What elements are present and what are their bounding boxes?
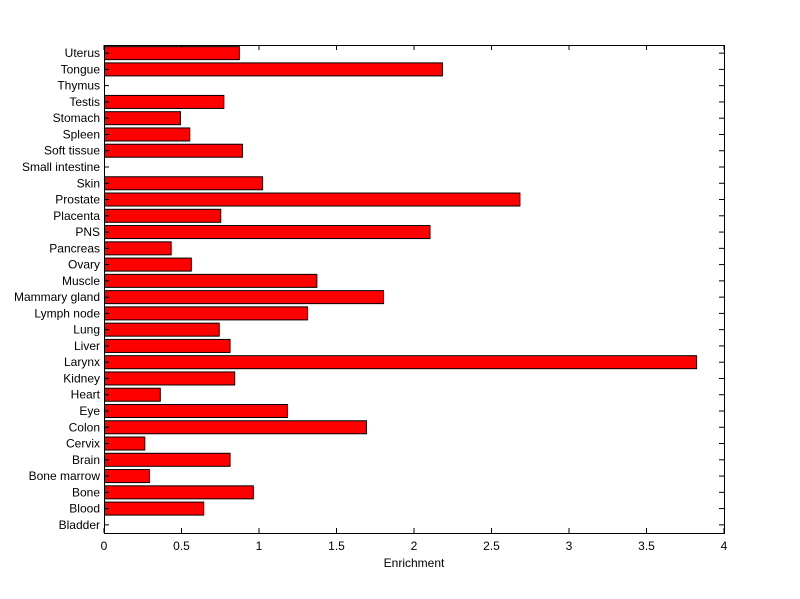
bar-pancreas: [104, 241, 172, 256]
ticks-group: Bladder Blood Bone Bone marrow Brain Cervix Co…: [14, 45, 728, 553]
y-tick-label: Colon: [69, 420, 100, 434]
bar-tongue: [104, 62, 443, 77]
y-tick-label: Thymus: [57, 79, 100, 93]
y-tick-label: Testis: [69, 95, 100, 109]
y-tick-label: Liver: [74, 339, 100, 353]
bar-mammary-gland: [104, 290, 384, 305]
bar-muscle: [104, 273, 318, 288]
bar-lung: [104, 322, 220, 337]
bar-lymph-node: [104, 306, 309, 321]
y-tick-label: Cervix: [66, 437, 100, 451]
bar-kidney: [104, 371, 236, 386]
y-tick-label: Soft tissue: [44, 144, 100, 158]
y-tick-label: Skin: [77, 176, 100, 190]
x-tick-label: 0.5: [173, 539, 190, 553]
y-tick-label: Heart: [71, 388, 101, 402]
x-tick-label: 3.5: [638, 539, 655, 553]
bar-pns: [104, 225, 431, 240]
bar-soft-tissue: [104, 143, 243, 158]
bar-eye: [104, 403, 288, 418]
y-tick-label: Muscle: [62, 274, 100, 288]
bar-larynx: [104, 355, 698, 370]
y-tick-label: Bladder: [59, 518, 100, 532]
x-tick-label: 2: [411, 539, 418, 553]
bar-bone-marrow: [104, 469, 150, 484]
y-tick-label: Bone: [72, 485, 100, 499]
x-tick-label: 1: [256, 539, 263, 553]
x-tick-label: 0: [101, 539, 108, 553]
y-tick-label: Uterus: [65, 46, 100, 60]
bar-skin: [104, 176, 264, 191]
y-tick-label: Brain: [72, 453, 100, 467]
y-tick-label: Spleen: [63, 127, 100, 141]
bars-group: [104, 46, 698, 516]
x-tick-label: 3: [566, 539, 573, 553]
bar-testis: [104, 94, 225, 109]
bar-placenta: [104, 208, 222, 223]
y-tick-label: Pancreas: [49, 241, 100, 255]
y-tick-label: Placenta: [53, 209, 100, 223]
y-tick-label: Blood: [69, 502, 100, 516]
y-tick-label: Kidney: [63, 371, 100, 385]
bar-heart: [104, 387, 161, 402]
x-tick-label: 2.5: [483, 539, 500, 553]
x-tick-label: 4: [721, 539, 728, 553]
x-axis-label: Enrichment: [384, 556, 445, 570]
bar-blood: [104, 501, 205, 516]
bar-colon: [104, 420, 367, 435]
plot-frame: [104, 45, 725, 534]
y-tick-label: Lung: [73, 323, 100, 337]
bar-cervix: [104, 436, 146, 451]
bar-prostate: [104, 192, 521, 207]
bar-spleen: [104, 127, 191, 142]
bar-brain: [104, 452, 231, 467]
y-tick-label: Tongue: [61, 62, 101, 76]
y-tick-label: Ovary: [68, 258, 100, 272]
y-tick-label: Bone marrow: [29, 469, 101, 483]
y-tick-label: Mammary gland: [14, 290, 100, 304]
bar-uterus: [104, 46, 240, 61]
y-tick-label: Prostate: [55, 193, 100, 207]
y-tick-label: Small intestine: [22, 160, 100, 174]
y-tick-label: Larynx: [64, 355, 100, 369]
bar-liver: [104, 338, 231, 353]
y-tick-label: Stomach: [53, 111, 100, 125]
bar-stomach: [104, 111, 181, 126]
y-tick-label: Eye: [79, 404, 100, 418]
y-tick-label: PNS: [75, 225, 100, 239]
bar-ovary: [104, 257, 192, 272]
x-tick-label: 1.5: [328, 539, 345, 553]
bar-bone: [104, 485, 254, 500]
y-tick-label: Lymph node: [34, 306, 100, 320]
